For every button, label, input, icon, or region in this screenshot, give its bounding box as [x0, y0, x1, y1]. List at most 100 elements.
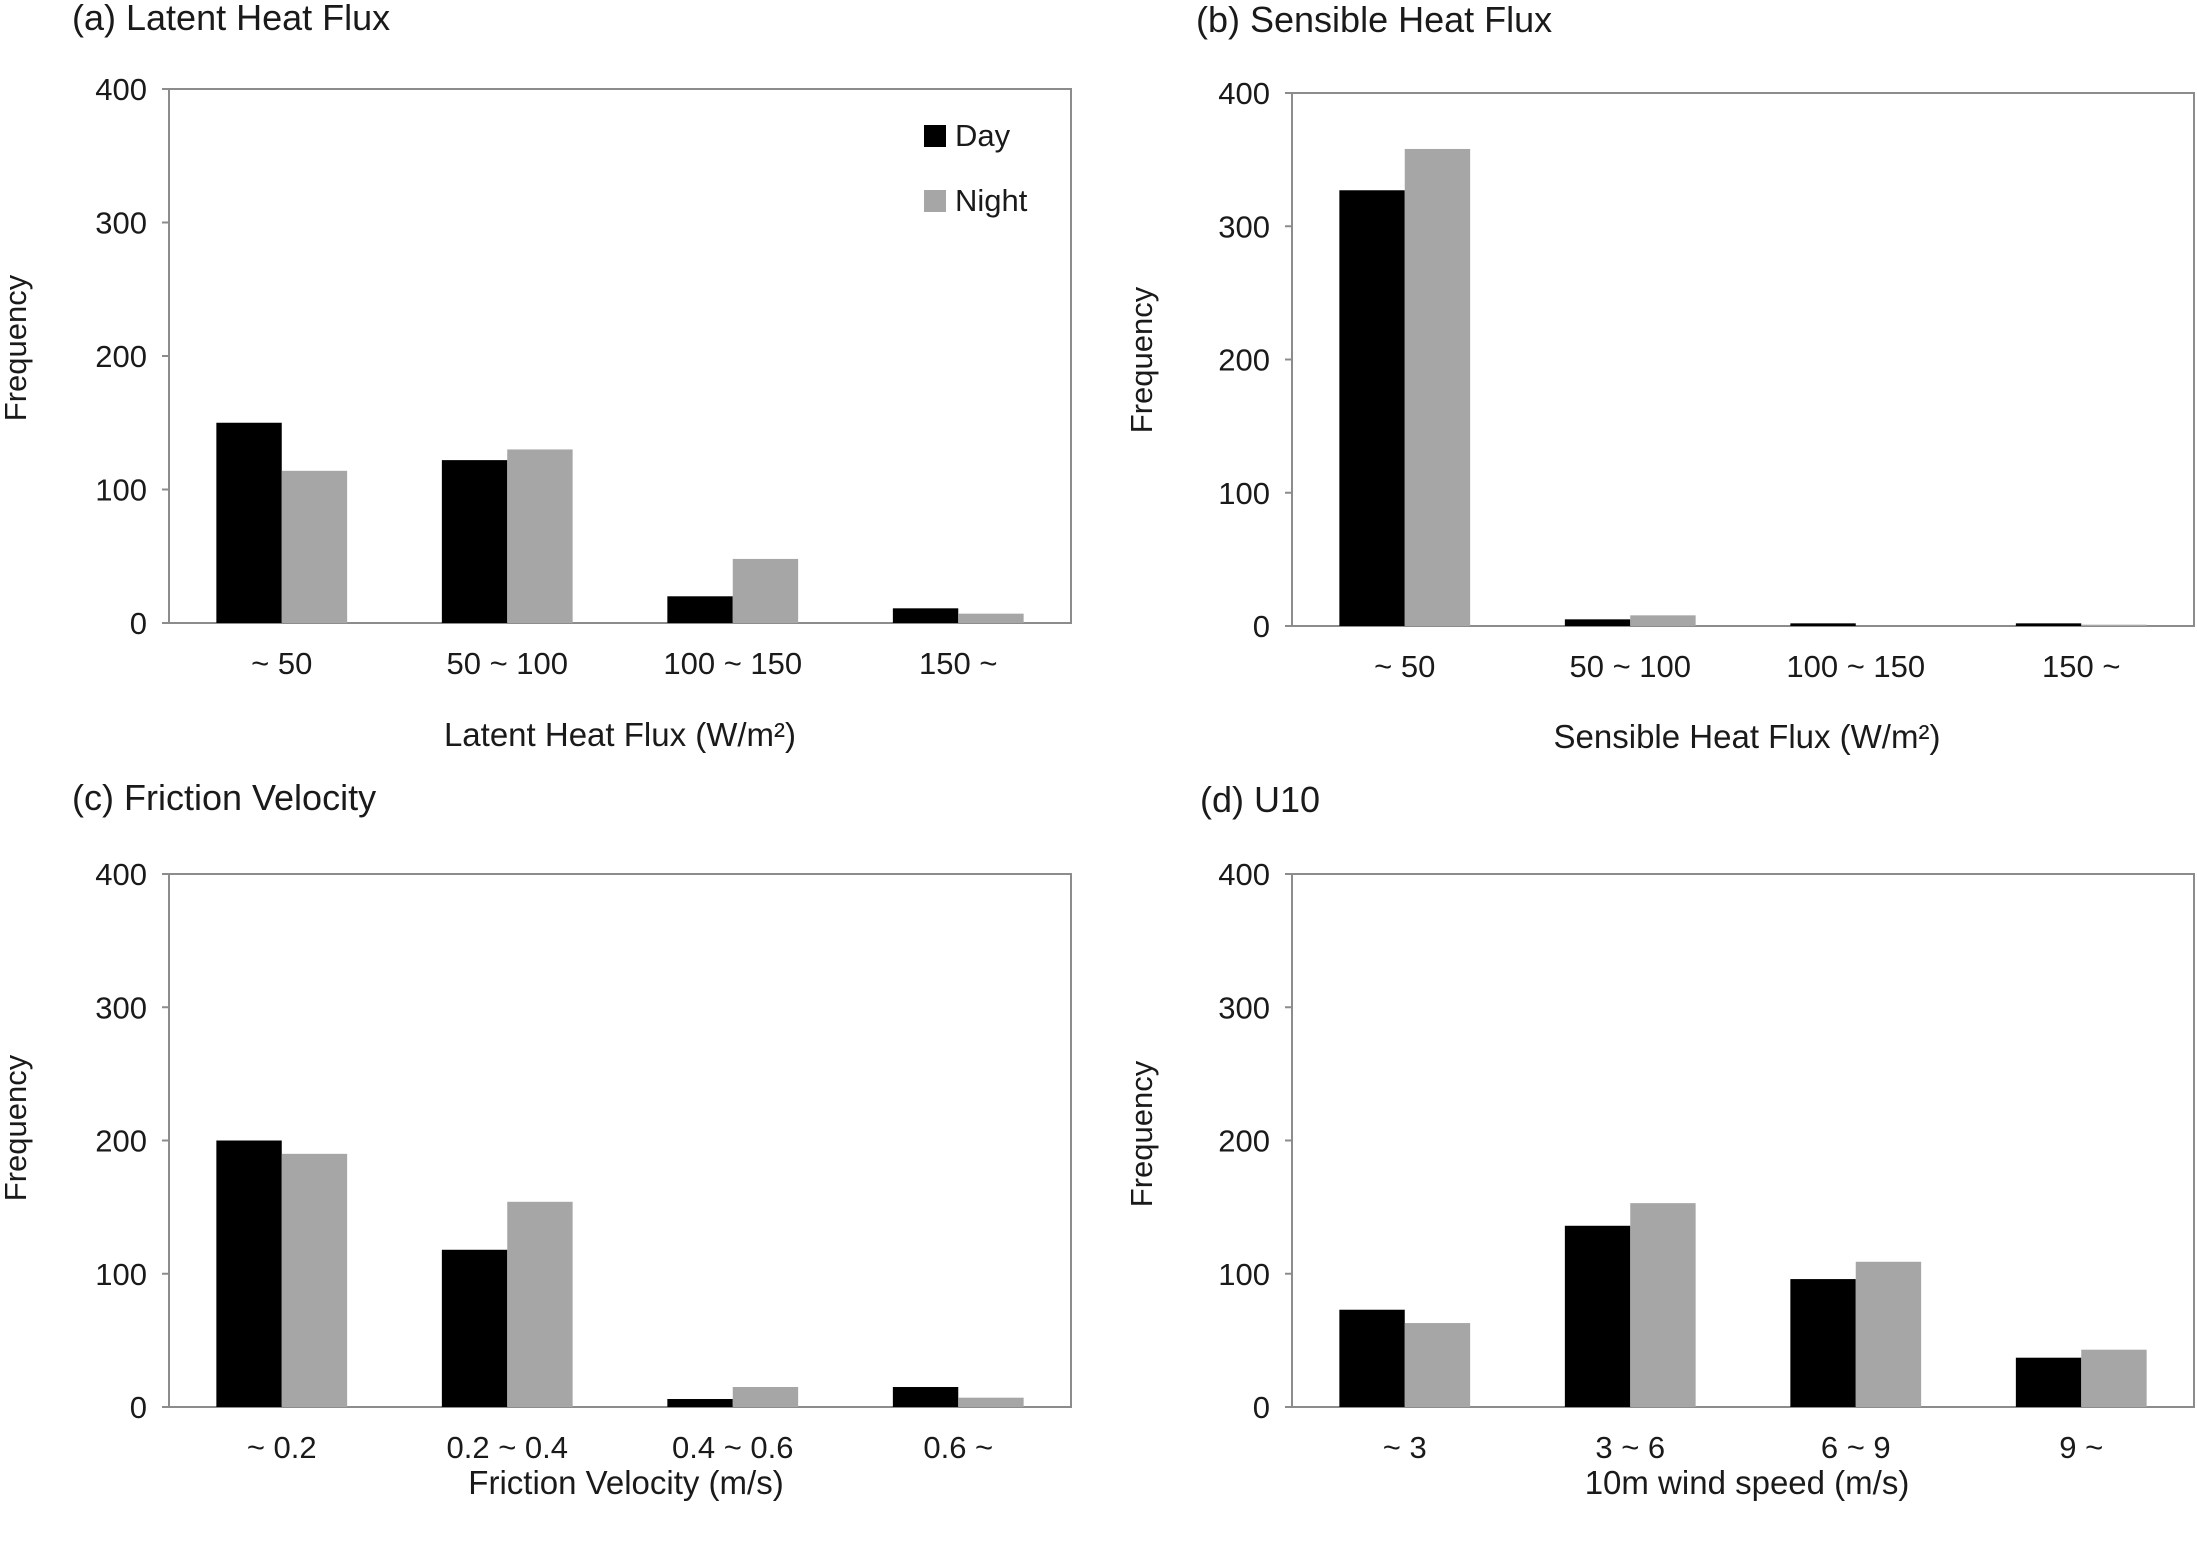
legend-night-swatch: [924, 190, 946, 212]
panel-a-xaxis: ~ 50 50 ~ 100 100 ~ 150 150 ~: [251, 646, 997, 681]
panel-a-ytick-label: 200: [95, 339, 147, 374]
panel-a-yaxis: 0 100 200 300 400: [95, 72, 169, 641]
legend: Day Night: [924, 118, 1028, 218]
panel-b-ytick-label: 0: [1253, 609, 1270, 644]
panel-b: (b) Sensible Heat Flux Frequency 0 100 200…: [1124, 0, 2195, 755]
legend-day-label: Day: [955, 118, 1011, 153]
panel-c-bar-day: [441, 1249, 508, 1407]
panel-a-bar-day: [216, 422, 282, 623]
panel-c-bar-night: [958, 1397, 1024, 1407]
panel-c-category-label: 0.4 ~ 0.6: [672, 1430, 794, 1465]
panel-c-title: (c) Friction Velocity: [72, 777, 376, 818]
panel-d-category-label: ~ 3: [1383, 1430, 1427, 1465]
panel-b-xlabel: Sensible Heat Flux (W/m²): [1554, 718, 1941, 755]
panel-d-bar-night: [1404, 1323, 1471, 1407]
panel-b-xaxis: ~ 50 50 ~ 100 100 ~ 150 150 ~: [1374, 649, 2120, 684]
panel-d-bar-night: [1630, 1203, 1696, 1407]
panel-c-yaxis: 0 100 200 300 400: [95, 857, 169, 1425]
panel-b-ylabel: Frequency: [1124, 286, 1159, 433]
panel-d-bar-night: [2081, 1349, 2147, 1407]
panel-d-category-label: 9 ~: [2059, 1430, 2103, 1465]
panel-a-bar-day: [441, 460, 508, 623]
panel-c-bar-day: [667, 1399, 733, 1407]
panel-b-bar-night: [1630, 615, 1696, 626]
panel-a: (a) Latent Heat Flux Frequency 0 100 200 30…: [0, 0, 1072, 753]
panel-a-ytick-label: 400: [95, 72, 147, 107]
panel-b-bar-night: [2081, 624, 2147, 626]
panel-d-category-label: 6 ~ 9: [1821, 1430, 1891, 1465]
panel-b-bar-day: [1564, 619, 1631, 626]
panel-d: (d) U10 Frequency 0 100 200 300 400 ~ 3 3 ~ 6…: [1124, 779, 2195, 1501]
legend-day-swatch: [924, 125, 946, 147]
panel-b-category-label: 50 ~ 100: [1569, 649, 1691, 684]
panel-b-bar-night: [1404, 148, 1471, 626]
panel-c-bar-day: [216, 1140, 282, 1407]
panel-b-ytick-label: 300: [1218, 209, 1270, 244]
panel-d-bars: [1339, 1203, 2147, 1407]
panel-d-ytick-label: 0: [1253, 1390, 1270, 1425]
panel-a-bar-night: [732, 558, 799, 623]
panel-a-ytick-label: 300: [95, 206, 147, 241]
panel-b-ytick-label: 200: [1218, 343, 1270, 378]
panel-a-category-label: 150 ~: [919, 646, 997, 681]
panel-b-bar-day: [1339, 190, 1405, 626]
panel-b-bar-day: [1790, 623, 1856, 626]
panel-b-category-label: ~ 50: [1374, 649, 1435, 684]
panel-b-ytick-label: 100: [1218, 476, 1270, 511]
panel-c-bar-day: [892, 1387, 959, 1407]
panel-c-ytick-label: 0: [130, 1390, 147, 1425]
panel-c-bar-night: [507, 1201, 573, 1407]
panel-a-xlabel: Latent Heat Flux (W/m²): [444, 716, 796, 753]
panel-c-bar-night: [281, 1153, 348, 1407]
panel-c-ylabel: Frequency: [0, 1054, 33, 1201]
panel-c-xaxis: ~ 0.2 0.2 ~ 0.4 0.4 ~ 0.6 0.6 ~: [247, 1430, 993, 1465]
panel-d-xaxis: ~ 3 3 ~ 6 6 ~ 9 9 ~: [1383, 1430, 2103, 1465]
panel-c-xlabel: Friction Velocity (m/s): [468, 1464, 783, 1501]
panel-c-ytick-label: 100: [95, 1257, 147, 1292]
panel-c-bar-night: [732, 1387, 799, 1407]
panel-a-bar-night: [281, 470, 348, 623]
panel-c-ytick-label: 300: [95, 990, 147, 1025]
panel-b-bars: [1339, 148, 2147, 626]
panel-a-bar-day: [667, 596, 733, 623]
panel-c-ytick-label: 400: [95, 857, 147, 892]
panel-a-bar-night: [507, 449, 573, 623]
panel-d-ytick-label: 100: [1218, 1257, 1270, 1292]
panel-a-ylabel: Frequency: [0, 274, 33, 421]
panel-b-yaxis: 0 100 200 300 400: [1218, 76, 1292, 644]
panel-d-category-label: 3 ~ 6: [1595, 1430, 1665, 1465]
panel-c: (c) Friction Velocity Frequency 0 100 200 3…: [0, 777, 1072, 1501]
panel-d-xlabel: 10m wind speed (m/s): [1585, 1464, 1910, 1501]
panel-d-ytick-label: 200: [1218, 1124, 1270, 1159]
panel-a-bar-day: [892, 608, 959, 623]
panel-d-ylabel: Frequency: [1124, 1060, 1159, 1207]
panel-b-bar-day: [2015, 623, 2082, 626]
panel-d-ytick-label: 300: [1218, 990, 1270, 1025]
panel-d-bar-night: [1855, 1261, 1922, 1407]
panel-d-bar-day: [2015, 1357, 2082, 1407]
legend-night-label: Night: [955, 183, 1028, 218]
panel-a-bars: [216, 422, 1024, 623]
panel-b-title: (b) Sensible Heat Flux: [1196, 0, 1552, 40]
panel-d-title: (d) U10: [1200, 779, 1320, 820]
panel-d-bar-day: [1339, 1309, 1405, 1407]
panel-d-yaxis: 0 100 200 300 400: [1218, 857, 1292, 1425]
panel-c-category-label: 0.2 ~ 0.4: [446, 1430, 568, 1465]
panel-a-category-label: 100 ~ 150: [663, 646, 802, 681]
panel-c-category-label: ~ 0.2: [247, 1430, 317, 1465]
panel-c-ytick-label: 200: [95, 1124, 147, 1159]
panel-b-category-label: 100 ~ 150: [1786, 649, 1925, 684]
panel-a-ytick-label: 100: [95, 473, 147, 508]
panel-a-ytick-label: 0: [130, 606, 147, 641]
panel-b-category-label: 150 ~: [2042, 649, 2120, 684]
panel-a-title: (a) Latent Heat Flux: [72, 0, 390, 38]
panel-a-category-label: ~ 50: [251, 646, 312, 681]
panel-c-bars: [216, 1140, 1024, 1407]
panel-a-bar-night: [958, 613, 1024, 623]
panel-a-category-label: 50 ~ 100: [446, 646, 568, 681]
panel-c-category-label: 0.6 ~: [923, 1430, 993, 1465]
panel-d-ytick-label: 400: [1218, 857, 1270, 892]
panel-b-ytick-label: 400: [1218, 76, 1270, 111]
panel-d-bar-day: [1790, 1279, 1856, 1407]
